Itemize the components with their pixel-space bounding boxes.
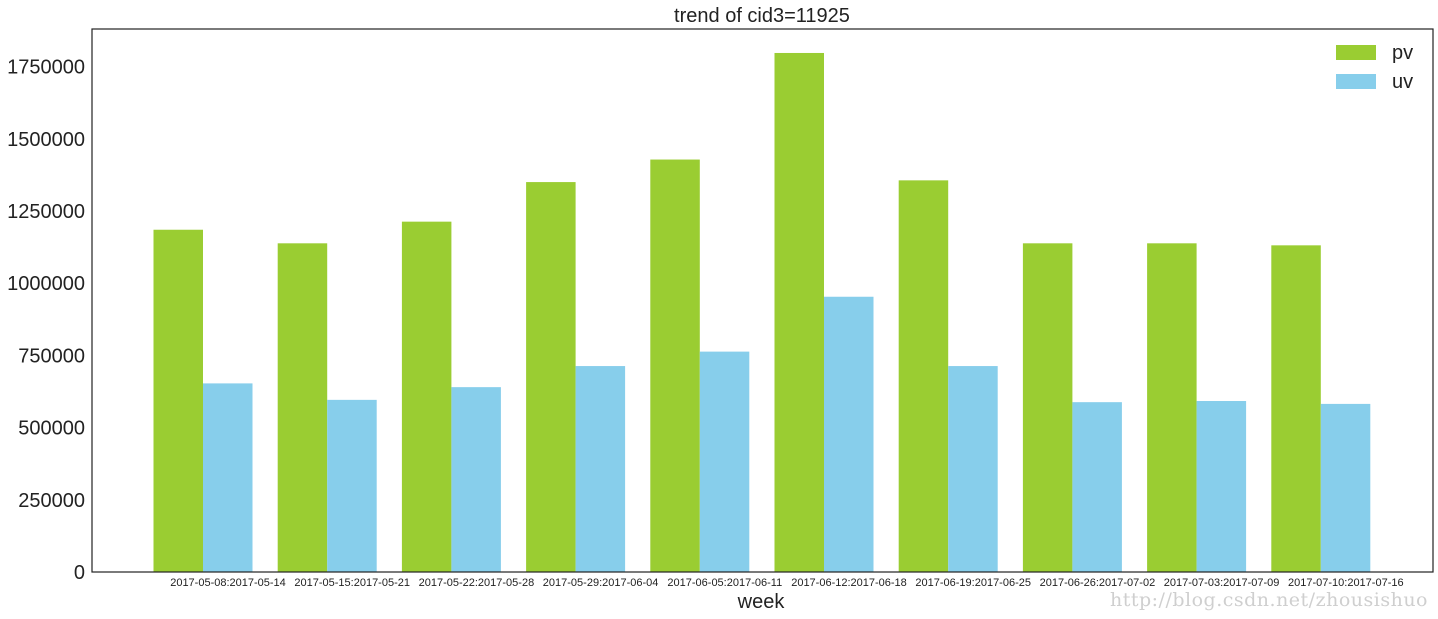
legend-label-uv: uv	[1392, 71, 1413, 93]
bar-uv-3	[451, 387, 501, 572]
legend-label-pv: pv	[1392, 42, 1413, 64]
x-tick-label: 2017-05-15:2017-05-21	[294, 577, 410, 589]
bar-pv-8	[1022, 243, 1073, 572]
x-tick-label: 2017-06-26:2017-07-02	[1040, 577, 1156, 589]
bar-uv-5	[699, 351, 750, 572]
watermark-text: http://blog.csdn.net/zhousishuo	[1109, 589, 1428, 611]
y-tick-label: 1250000	[7, 201, 85, 223]
y-axis-ticks: 0 250000 500000 750000 1000000 1250000 1500000…	[7, 57, 85, 584]
bar-uv-10	[1320, 403, 1371, 572]
bar-uv-7	[948, 366, 998, 572]
bar-pv-5	[650, 159, 700, 573]
chart-title: trend of cid3=11925	[674, 5, 850, 27]
x-tick-label: 2017-05-08:2017-05-14	[170, 577, 286, 589]
y-tick-label: 1750000	[7, 57, 85, 79]
legend-swatch-uv	[1336, 74, 1376, 89]
x-tick-label: 2017-05-22:2017-05-28	[419, 577, 535, 589]
x-tick-label: 2017-05-29:2017-06-04	[543, 577, 659, 589]
bar-pv-9	[1147, 243, 1197, 572]
x-axis-label: week	[737, 591, 786, 613]
y-tick-label: 0	[74, 562, 85, 584]
bar-pv-6	[774, 52, 824, 573]
bar-uv-9	[1196, 401, 1247, 572]
x-tick-label: 2017-06-05:2017-06-11	[667, 577, 782, 589]
bar-pv-7	[898, 180, 949, 572]
bar-pv-3	[401, 221, 452, 572]
y-tick-label: 1500000	[7, 129, 85, 151]
legend: pv uv	[1336, 42, 1413, 93]
bar-uv-2	[327, 399, 377, 572]
y-tick-label: 500000	[18, 418, 85, 440]
y-tick-label: 1000000	[7, 273, 85, 295]
bars-layer	[153, 52, 1371, 573]
plot-frame	[91, 28, 1434, 573]
bar-uv-6	[824, 296, 874, 572]
x-tick-label: 2017-07-03:2017-07-09	[1164, 577, 1280, 589]
x-tick-label: 2017-07-10:2017-07-16	[1288, 577, 1404, 589]
bar-pv-10	[1271, 245, 1321, 572]
x-tick-label: 2017-06-19:2017-06-25	[915, 577, 1031, 589]
bar-uv-1	[203, 383, 253, 572]
y-tick-label: 750000	[18, 345, 85, 367]
x-axis-ticks: 2017-05-08:2017-05-14 2017-05-15:2017-05-…	[170, 577, 1403, 589]
legend-swatch-pv	[1336, 45, 1376, 60]
bar-pv-2	[277, 243, 328, 572]
y-tick-label: 250000	[18, 490, 85, 512]
bar-uv-4	[575, 366, 626, 572]
bar-pv-4	[526, 182, 576, 572]
x-tick-label: 2017-06-12:2017-06-18	[791, 577, 907, 589]
bar-pv-1	[153, 229, 203, 573]
bar-uv-8	[1072, 402, 1122, 572]
